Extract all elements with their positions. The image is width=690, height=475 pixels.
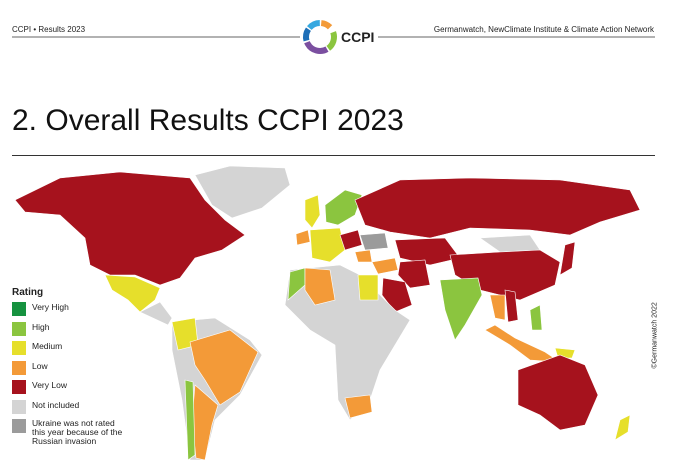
- legend-item: Very Low: [12, 380, 142, 400]
- legend-swatch: [12, 399, 26, 414]
- legend-label: Ukraine was not rated this year because …: [32, 418, 123, 446]
- legend-rows: Very High High Medium Low Very Low Not includ…: [12, 302, 142, 453]
- legend-swatch: [12, 380, 26, 394]
- header-right: Germanwatch, NewClimate Institute & Clim…: [433, 25, 654, 34]
- legend-swatch: [12, 419, 26, 433]
- legend-item: Not included: [12, 399, 142, 420]
- legend-swatch: [12, 341, 26, 355]
- legend-swatch: [12, 360, 26, 375]
- page-title: 2. Overall Results CCPI 2023: [12, 104, 404, 137]
- legend-item: Ukraine was not rated this year because …: [12, 419, 142, 453]
- legend-item: Low: [12, 360, 142, 381]
- legend: Rating Very High High Medium Low Very Low Not…: [12, 287, 142, 453]
- legend-label: Very Low: [32, 380, 67, 390]
- legend-label: Medium: [32, 341, 63, 351]
- legend-label: Low: [32, 360, 48, 371]
- header-left: CCPI • Results 2023: [12, 25, 86, 34]
- legend-label: Not included: [32, 399, 80, 410]
- legend-label: High: [32, 321, 50, 332]
- legend-label: Very High: [32, 302, 69, 312]
- header-graphics: CCPI: [12, 20, 655, 55]
- legend-item: Medium: [12, 341, 142, 361]
- title-rule: [12, 155, 655, 156]
- legend-item: Very High: [12, 302, 142, 322]
- legend-item: High: [12, 321, 142, 342]
- legend-swatch: [12, 321, 26, 336]
- copyright: ©Germanwatch 2022: [651, 302, 659, 369]
- legend-swatch: [12, 302, 26, 316]
- logo-text: CCPI: [341, 29, 374, 45]
- legend-title: Rating: [12, 287, 44, 298]
